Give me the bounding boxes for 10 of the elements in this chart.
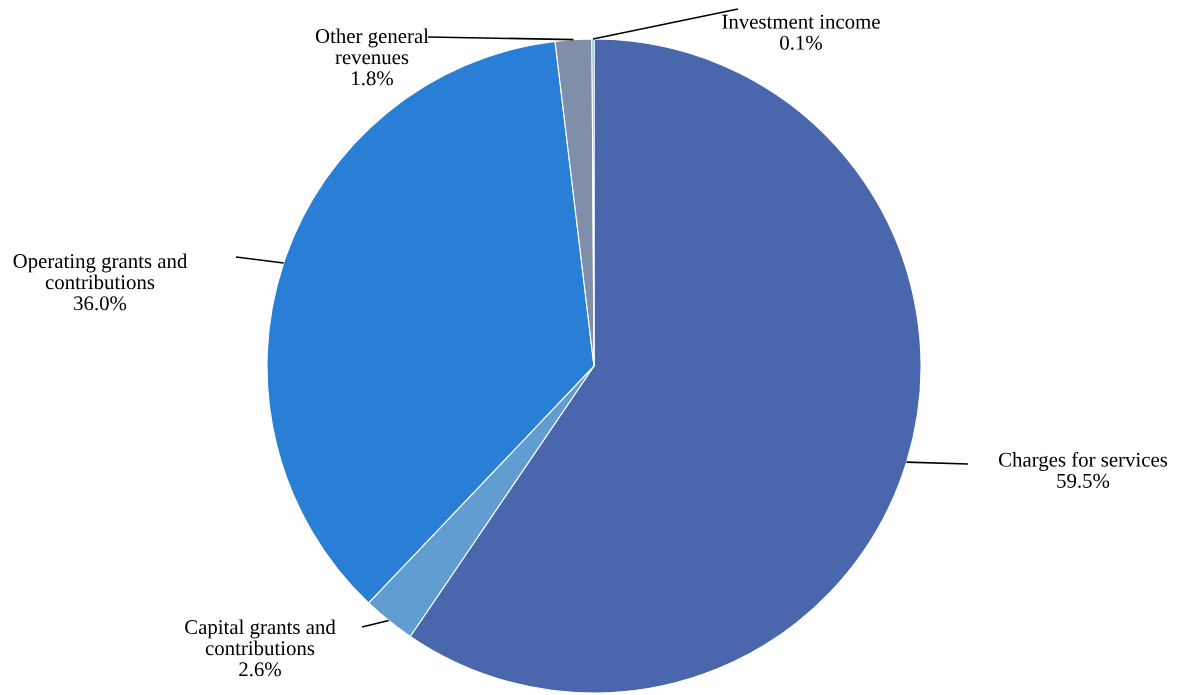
slice-label: Other general revenues xyxy=(315,28,429,65)
slice-label: Operating grants and contributions xyxy=(13,253,188,290)
slice-label: Charges for services xyxy=(999,451,1168,472)
data-label: 2.6% xyxy=(239,662,281,677)
data-label: 36.0% xyxy=(74,296,127,311)
data-label: 59.5% xyxy=(1057,473,1110,488)
slice-label: Capital grants and contributions xyxy=(185,619,336,656)
data-label: 0.1% xyxy=(780,35,822,50)
data-label: 1.8% xyxy=(352,71,393,86)
slice-label: Investment income xyxy=(722,14,880,29)
